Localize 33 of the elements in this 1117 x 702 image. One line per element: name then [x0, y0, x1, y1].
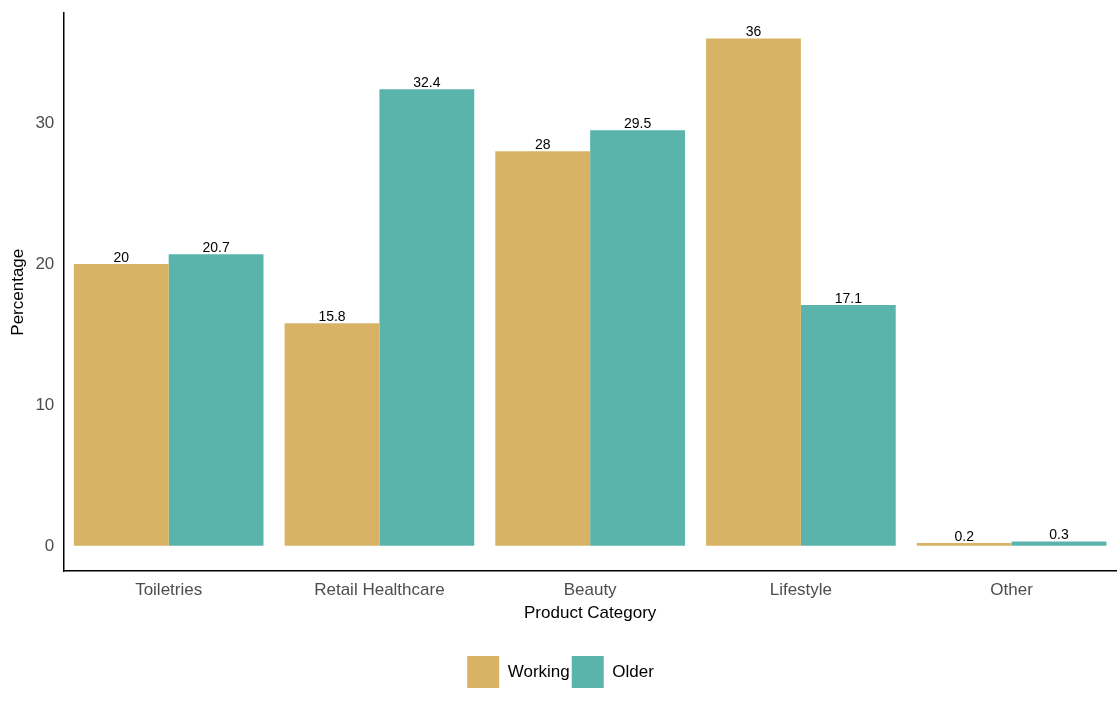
bar: [706, 38, 801, 546]
data-label: 0.2: [954, 527, 975, 544]
data-label: 17.1: [834, 289, 863, 306]
bar: [379, 89, 475, 546]
data-label: 29.5: [623, 115, 652, 132]
x-tick-label: Toiletries: [135, 580, 203, 600]
data-label: 36: [745, 23, 762, 40]
legend-label: Working: [507, 661, 570, 681]
data-label: 15.8: [318, 308, 346, 325]
bar: [73, 264, 169, 546]
y-tick-label: 20: [35, 253, 55, 273]
legend-label: Older: [612, 661, 655, 681]
y-tick-label: 10: [35, 394, 55, 414]
y-tick-label: 0: [44, 535, 55, 555]
y-tick-label: 30: [35, 112, 55, 132]
bar: [495, 151, 591, 546]
bar: [800, 304, 896, 546]
data-label: 20: [113, 248, 130, 265]
bar: [916, 543, 1012, 546]
bar: [590, 130, 685, 546]
data-label: 32.4: [413, 74, 441, 91]
x-tick-label: Lifestyle: [769, 580, 833, 600]
data-label: 28: [534, 136, 551, 153]
x-tick-label: Beauty: [563, 580, 618, 600]
bar: [1011, 541, 1107, 546]
bar: [168, 254, 264, 546]
data-label: 0.3: [1049, 526, 1069, 543]
x-tick-label: Other: [990, 580, 1034, 600]
y-axis-title: Percentage: [7, 248, 27, 336]
data-label: 20.7: [202, 239, 230, 256]
bar: [284, 323, 380, 546]
x-tick-label: Retail Healthcare: [314, 580, 445, 600]
x-axis-title: Product Category: [524, 603, 657, 623]
